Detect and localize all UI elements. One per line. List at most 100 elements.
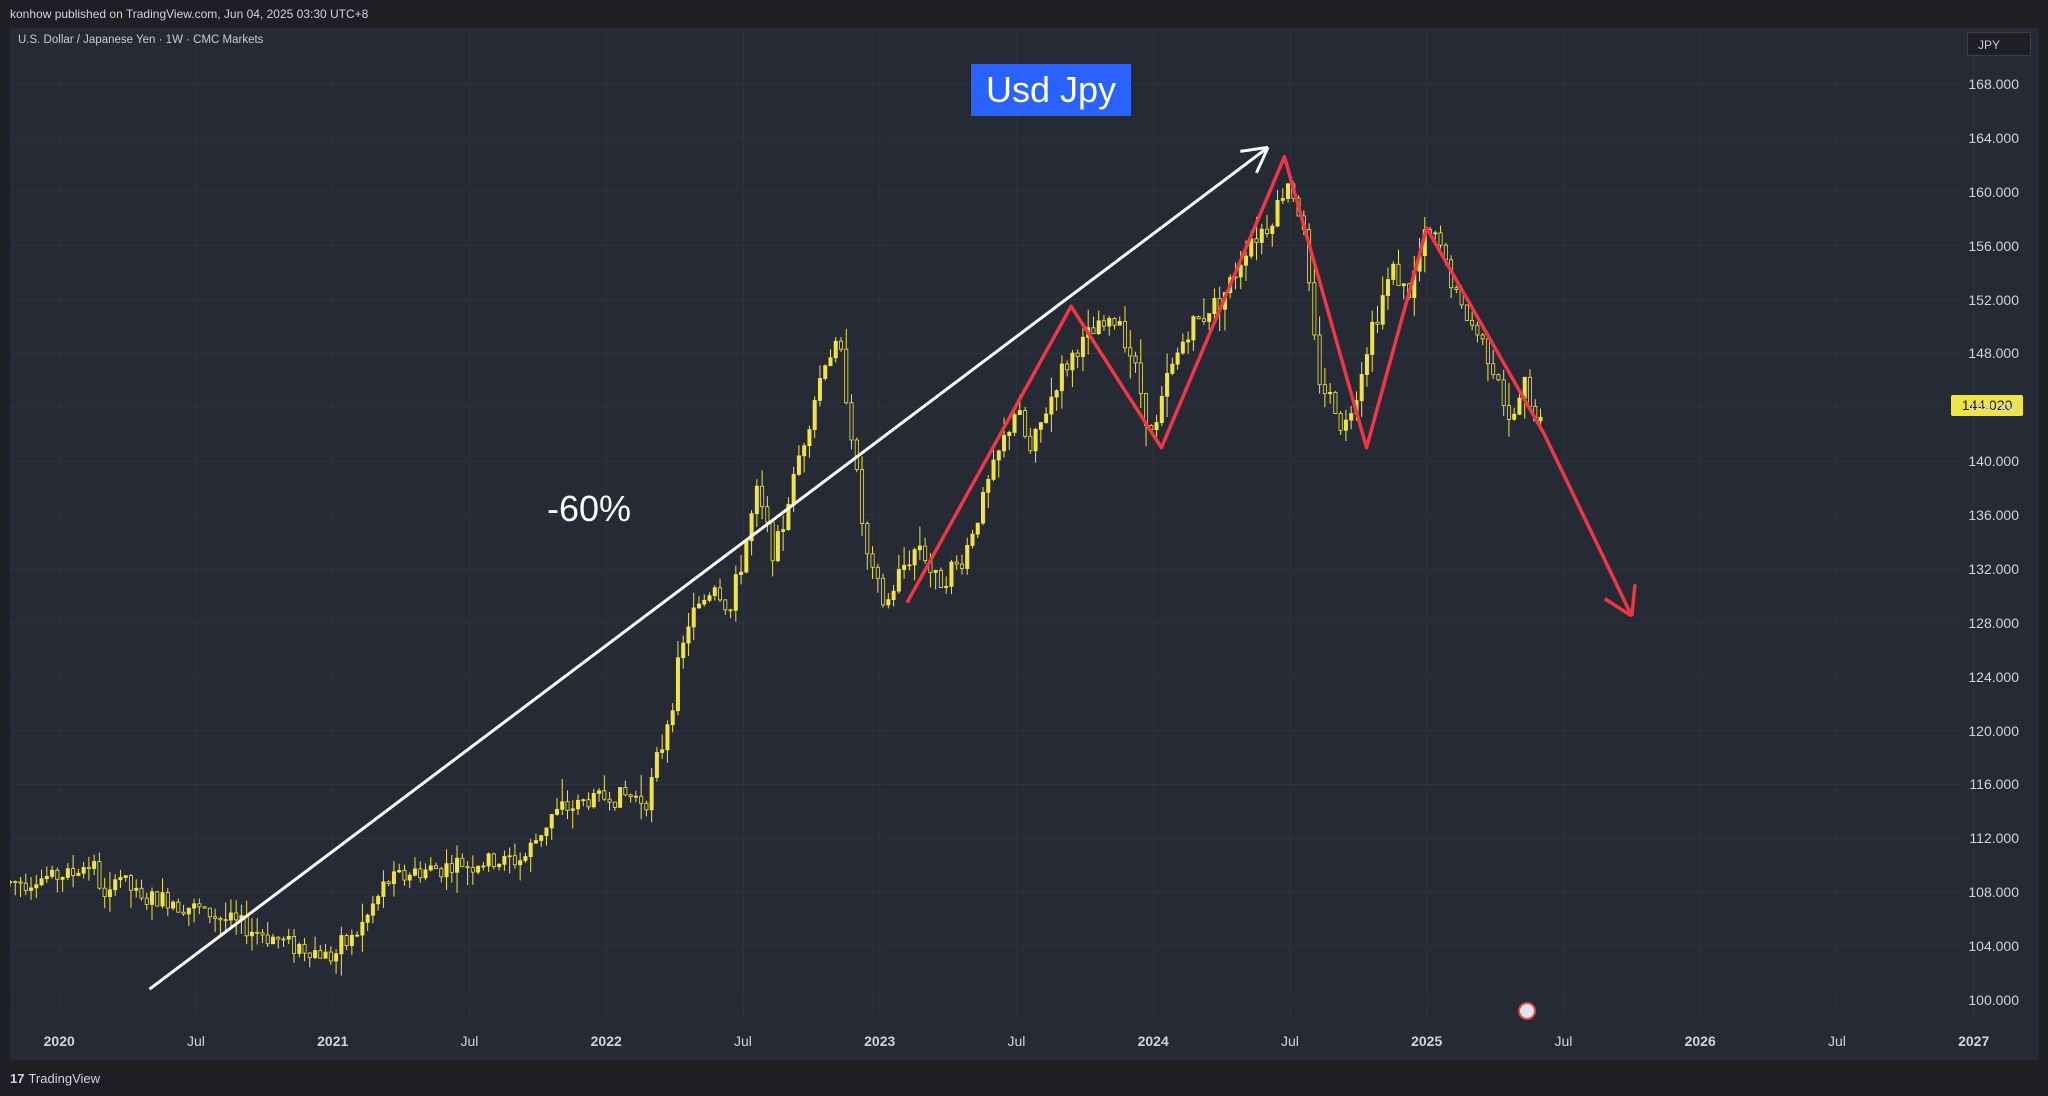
candle-body <box>1091 327 1096 335</box>
candle-body <box>29 887 34 891</box>
candle-body <box>1512 413 1517 420</box>
candle-body <box>144 897 149 905</box>
candle-body <box>455 857 460 873</box>
publish-bar: konhow published on TradingView.com, Jun… <box>0 0 2048 27</box>
candle-body <box>444 863 449 878</box>
candle-body <box>702 599 707 605</box>
candle-body <box>1307 229 1312 284</box>
y-tick-label: 144.000 <box>1968 399 2019 416</box>
candle-body <box>81 867 86 874</box>
candle-body <box>1259 228 1264 243</box>
candle-body <box>539 835 544 841</box>
candle-body <box>765 506 770 523</box>
candle-body <box>1096 320 1101 335</box>
candle-body <box>412 868 417 876</box>
candle-body <box>838 340 843 350</box>
tradingview-brand[interactable]: 17 TradingView <box>10 1071 100 1086</box>
candle-body <box>833 340 838 359</box>
candle-body <box>1117 321 1122 326</box>
candle-body <box>1270 225 1275 234</box>
candle-body <box>249 931 254 937</box>
candle-body <box>1254 238 1259 243</box>
candle-body <box>1180 341 1185 354</box>
candle-body <box>633 795 638 798</box>
candle-body <box>1280 198 1285 201</box>
candle-body <box>360 921 365 936</box>
candle-body <box>1123 321 1128 349</box>
chart-area[interactable]: U.S. Dollar / Japanese Yen · 1W · CMC Ma… <box>10 28 2039 1060</box>
candle-body <box>518 860 523 866</box>
candle-body <box>1517 397 1522 415</box>
candle-body <box>397 870 402 873</box>
candle-body <box>197 903 202 908</box>
candle-body <box>612 801 617 808</box>
candle-body <box>1265 228 1270 234</box>
candle-body <box>1138 362 1143 394</box>
candle-body <box>260 932 265 936</box>
y-tick-label: 108.000 <box>1968 884 2019 901</box>
candle-body <box>213 916 218 919</box>
candle-body <box>297 943 302 954</box>
candle-body <box>234 912 239 921</box>
candle-body <box>418 868 423 879</box>
candle-body <box>1364 354 1369 375</box>
candle-body <box>1017 410 1022 415</box>
candle-body <box>171 901 176 909</box>
candle-body <box>307 952 312 958</box>
candle-body <box>1380 295 1385 325</box>
candle-body <box>991 459 996 480</box>
candle-body <box>155 891 160 907</box>
candle-body <box>881 577 886 606</box>
symbol-legend: U.S. Dollar / Japanese Yen · 1W · CMC Ma… <box>18 34 264 46</box>
candle-body <box>670 710 675 726</box>
zigzag-pattern <box>905 154 1634 617</box>
candle-body <box>150 891 155 905</box>
candle-body <box>1238 264 1243 278</box>
candle-body <box>754 485 759 515</box>
candle-body <box>1496 374 1501 381</box>
candle-body <box>434 865 439 870</box>
candle-body <box>1312 282 1317 336</box>
candle-body <box>270 936 275 945</box>
candle-body <box>965 545 970 569</box>
candle-body <box>1333 391 1338 414</box>
candle-body <box>970 533 975 546</box>
candle-body <box>1359 374 1364 402</box>
candle-body <box>1480 334 1485 340</box>
currency-button[interactable]: JPY <box>1967 32 2031 56</box>
candle-body <box>996 450 1001 461</box>
candle-body <box>486 853 491 867</box>
candle-body <box>76 872 81 876</box>
candle-body <box>1170 363 1175 374</box>
candle-body <box>286 936 291 940</box>
candle-body <box>1038 422 1043 430</box>
candle-body <box>107 889 112 898</box>
candle-body <box>1112 317 1117 326</box>
candle-body <box>365 914 370 923</box>
y-tick-label: 128.000 <box>1968 614 2019 631</box>
x-tick-label: 2025 <box>1411 1033 1443 1049</box>
us-flag-icon[interactable] <box>1518 1002 1536 1020</box>
candle-body <box>1054 390 1059 398</box>
percent-annotation[interactable]: -60% <box>547 488 632 529</box>
candle-body <box>739 571 744 575</box>
chart-canvas[interactable] <box>10 28 2039 1060</box>
y-tick-label: 124.000 <box>1968 668 2019 685</box>
candle-body <box>1201 318 1206 322</box>
candle-body <box>281 938 286 941</box>
title-box[interactable]: Usd Jpy <box>971 64 1131 116</box>
x-tick-label: Jul <box>187 1033 205 1049</box>
candle-body <box>1454 287 1459 290</box>
candle-body <box>549 814 554 829</box>
candle-body <box>1328 391 1333 395</box>
candle-body <box>1527 376 1532 407</box>
candle-body <box>391 871 396 885</box>
candle-body <box>1391 263 1396 280</box>
candle-body <box>1385 279 1390 296</box>
candle-body <box>628 794 633 798</box>
publish-info: konhow published on TradingView.com, Jun… <box>10 7 369 21</box>
candle-body <box>660 749 665 753</box>
candle-body <box>986 479 991 493</box>
candle-body <box>165 892 170 909</box>
candle-body <box>1007 431 1012 436</box>
